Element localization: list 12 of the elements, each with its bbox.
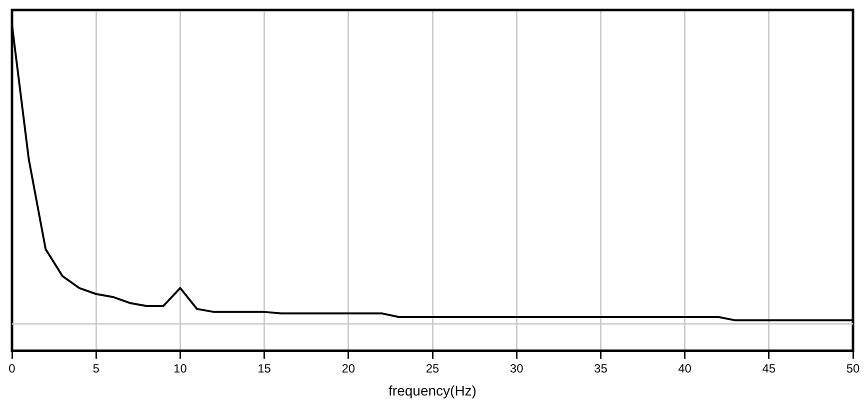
x-tick-label: 0 [8, 361, 16, 376]
x-tick-label: 45 [762, 361, 776, 376]
x-tick-label: 30 [510, 361, 524, 376]
x-tick-label: 5 [92, 361, 100, 376]
x-tick-label: 35 [594, 361, 608, 376]
x-tick-label: 20 [342, 361, 356, 376]
x-tick-label: 10 [174, 361, 188, 376]
x-tick-label: 25 [426, 361, 440, 376]
x-axis-title: frequency(Hz) [388, 382, 476, 398]
x-tick-label: 40 [678, 361, 692, 376]
x-tick-label: 50 [846, 361, 860, 376]
x-tick-label: 15 [258, 361, 272, 376]
